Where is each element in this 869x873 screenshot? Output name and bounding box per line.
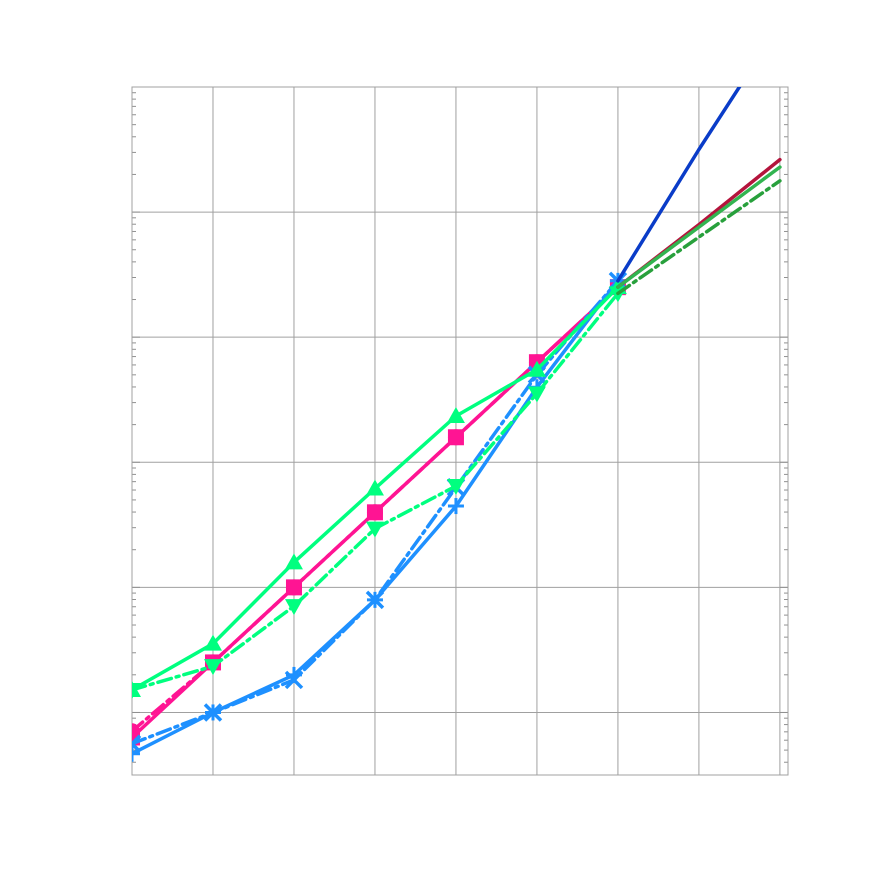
data-point-marker: [447, 429, 464, 446]
series-line: [616, 87, 742, 283]
data-point-marker: [132, 682, 141, 699]
data-point-marker: [527, 386, 546, 403]
data-point-marker: [365, 479, 384, 496]
data-point-marker: [132, 723, 140, 740]
plot-frame: [131, 86, 789, 776]
marker-stroke: [132, 741, 142, 753]
marker-stroke: [132, 734, 142, 747]
series-line: [616, 179, 782, 296]
data-point-marker: [203, 634, 222, 651]
marker-stroke: [284, 670, 304, 690]
data-point-marker: [203, 659, 222, 676]
marker-stroke: [365, 590, 385, 610]
data-point-marker: [527, 360, 546, 377]
data-point-marker: [284, 670, 304, 690]
data-point-marker: [284, 553, 303, 570]
data-point-marker: [447, 498, 464, 515]
marker-stroke: [203, 703, 223, 722]
data-point-marker: [203, 703, 223, 722]
data-point-marker: [285, 579, 302, 596]
data-point-marker: [284, 599, 303, 616]
series-layer: [132, 87, 782, 762]
data-point-marker: [365, 521, 384, 538]
series-9: [616, 165, 782, 289]
data-point-marker: [366, 504, 383, 521]
data-point-marker: [132, 745, 140, 762]
series-10: [616, 179, 782, 296]
data-point-marker: [132, 734, 142, 753]
data-point-marker: [365, 590, 385, 610]
series-7: [616, 87, 742, 283]
data-point-marker: [446, 406, 465, 423]
series-line: [616, 165, 782, 289]
data-point-marker: [446, 479, 465, 496]
